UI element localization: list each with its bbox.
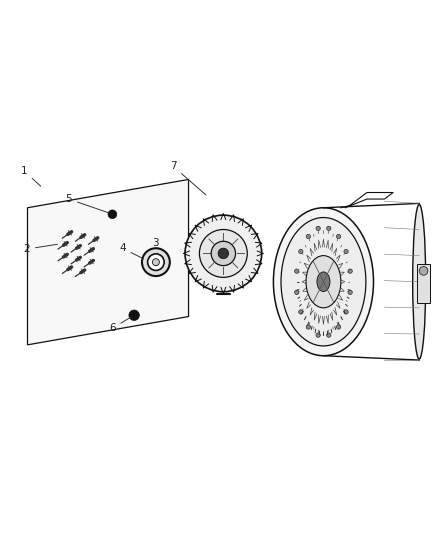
Text: 6: 6 (109, 317, 131, 333)
Circle shape (299, 310, 303, 314)
Text: 3: 3 (152, 238, 159, 254)
Circle shape (152, 259, 159, 265)
Ellipse shape (281, 217, 366, 346)
Circle shape (299, 249, 303, 254)
Circle shape (327, 333, 331, 337)
Circle shape (336, 235, 341, 239)
Circle shape (327, 226, 331, 231)
Circle shape (199, 230, 247, 277)
Circle shape (148, 254, 164, 270)
Polygon shape (28, 180, 188, 345)
Text: 4: 4 (119, 243, 143, 259)
Text: 7: 7 (170, 161, 206, 195)
Circle shape (108, 210, 117, 219)
Circle shape (295, 269, 299, 273)
Circle shape (129, 310, 139, 320)
Ellipse shape (273, 208, 374, 356)
Circle shape (344, 310, 348, 314)
Circle shape (185, 215, 261, 292)
Circle shape (348, 269, 352, 273)
Circle shape (316, 226, 320, 231)
Circle shape (295, 290, 299, 295)
Circle shape (316, 333, 320, 337)
FancyBboxPatch shape (417, 264, 430, 303)
Ellipse shape (306, 256, 341, 308)
Circle shape (306, 325, 311, 329)
Text: 5: 5 (66, 194, 109, 213)
Circle shape (306, 235, 311, 239)
Circle shape (211, 241, 236, 265)
Ellipse shape (413, 205, 426, 359)
Text: 1: 1 (21, 166, 41, 186)
Circle shape (348, 290, 352, 295)
Text: 2: 2 (23, 244, 57, 254)
Circle shape (344, 249, 348, 254)
Circle shape (419, 266, 428, 275)
Circle shape (336, 325, 341, 329)
Ellipse shape (317, 272, 330, 292)
Circle shape (142, 248, 170, 276)
Circle shape (218, 248, 229, 259)
